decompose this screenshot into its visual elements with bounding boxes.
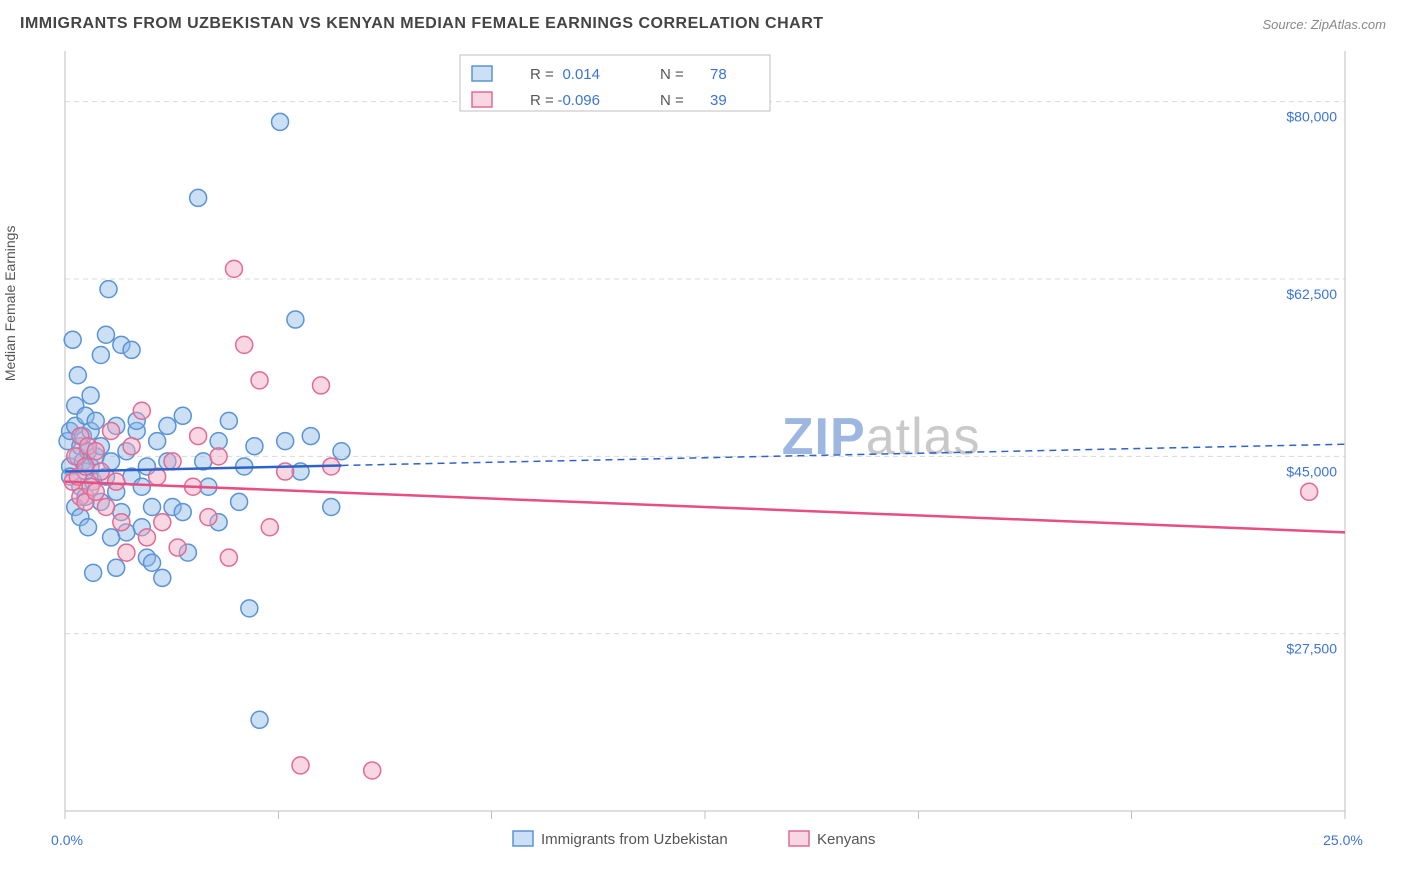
x-min-label: 0.0% (51, 832, 83, 848)
watermark: ZIPatlas (782, 408, 981, 466)
data-point-uzbekistan (190, 189, 207, 206)
bottom-legend-label-kenyans: Kenyans (817, 831, 875, 848)
data-point-uzbekistan (85, 564, 102, 581)
y-tick-label: $80,000 (1286, 109, 1337, 125)
data-point-uzbekistan (80, 519, 97, 536)
bottom-legend-swatch-uzbekistan (513, 831, 533, 846)
source-attribution: Source: ZipAtlas.com (1262, 17, 1386, 32)
data-point-uzbekistan (251, 711, 268, 728)
data-point-kenyans (113, 514, 130, 531)
data-point-uzbekistan (87, 412, 104, 429)
data-point-uzbekistan (302, 428, 319, 445)
data-point-kenyans (200, 509, 217, 526)
data-point-uzbekistan (103, 529, 120, 546)
data-point-kenyans (236, 336, 253, 353)
data-point-kenyans (261, 519, 278, 536)
legend-n-value: 78 (710, 66, 727, 83)
data-point-uzbekistan (144, 499, 161, 516)
data-point-kenyans (225, 260, 242, 277)
data-point-kenyans (133, 402, 150, 419)
data-point-uzbekistan (333, 443, 350, 460)
data-point-uzbekistan (92, 347, 109, 364)
data-point-uzbekistan (241, 600, 258, 617)
data-point-kenyans (97, 499, 114, 516)
legend-r-label: R = (530, 66, 554, 83)
data-point-uzbekistan (123, 341, 140, 358)
legend-swatch-uzbekistan (472, 66, 492, 81)
legend-n-label: N = (660, 92, 684, 109)
data-point-kenyans (210, 448, 227, 465)
data-point-kenyans (364, 762, 381, 779)
data-point-uzbekistan (272, 113, 289, 130)
data-point-kenyans (190, 428, 207, 445)
data-point-kenyans (1301, 483, 1318, 500)
scatter-chart: $80,000 $62,500 $45,000 $27,500 ZIPatlas R = 0… (20, 41, 1386, 861)
data-point-kenyans (292, 757, 309, 774)
data-point-uzbekistan (231, 493, 248, 510)
data-point-kenyans (154, 514, 171, 531)
data-point-uzbekistan (174, 504, 191, 521)
data-point-kenyans (313, 377, 330, 394)
legend-n-value: 39 (710, 92, 727, 109)
data-point-uzbekistan (323, 499, 340, 516)
x-max-label: 25.0% (1323, 832, 1363, 848)
data-point-uzbekistan (287, 311, 304, 328)
source-name: ZipAtlas.com (1311, 17, 1386, 32)
trend-line-kenyans (65, 482, 1345, 533)
chart-container: Median Female Earnings $80,000$62,500$45… (20, 41, 1386, 861)
data-point-uzbekistan (220, 412, 237, 429)
data-point-uzbekistan (69, 367, 86, 384)
header-row: IMMIGRANTS FROM UZBEKISTAN VS KENYAN MED… (20, 15, 1386, 33)
data-point-uzbekistan (144, 554, 161, 571)
data-point-kenyans (123, 438, 140, 455)
data-point-uzbekistan (97, 326, 114, 343)
source-prefix: Source: (1262, 17, 1310, 32)
bottom-legend-swatch-kenyans (789, 831, 809, 846)
data-point-uzbekistan (246, 438, 263, 455)
data-point-kenyans (103, 423, 120, 440)
legend-n-label: N = (660, 66, 684, 83)
data-point-uzbekistan (82, 387, 99, 404)
legend-r-label: R = (530, 92, 554, 109)
legend-r-value: 0.014 (562, 66, 600, 83)
data-point-kenyans (164, 453, 181, 470)
legend-swatch-kenyans (472, 92, 492, 107)
data-point-uzbekistan (174, 407, 191, 424)
data-point-kenyans (220, 549, 237, 566)
y-tick-label: $62,500 (1286, 286, 1337, 302)
data-point-uzbekistan (154, 569, 171, 586)
data-point-kenyans (118, 544, 135, 561)
data-point-kenyans (169, 539, 186, 556)
data-point-kenyans (87, 443, 104, 460)
data-point-kenyans (108, 473, 125, 490)
data-point-kenyans (87, 483, 104, 500)
data-point-uzbekistan (108, 559, 125, 576)
y-axis-label: Median Female Earnings (2, 226, 18, 382)
data-point-uzbekistan (100, 281, 117, 298)
y-tick-label: $27,500 (1286, 641, 1337, 657)
legend-r-value: -0.096 (557, 92, 600, 109)
data-point-uzbekistan (64, 331, 81, 348)
data-point-kenyans (138, 529, 155, 546)
y-tick-label: $45,000 (1286, 463, 1337, 479)
data-point-kenyans (251, 372, 268, 389)
bottom-legend-label-uzbekistan: Immigrants from Uzbekistan (541, 831, 728, 848)
data-point-uzbekistan (277, 433, 294, 450)
data-point-uzbekistan (159, 417, 176, 434)
chart-title: IMMIGRANTS FROM UZBEKISTAN VS KENYAN MED… (20, 15, 824, 33)
data-point-uzbekistan (149, 433, 166, 450)
data-point-uzbekistan (133, 478, 150, 495)
